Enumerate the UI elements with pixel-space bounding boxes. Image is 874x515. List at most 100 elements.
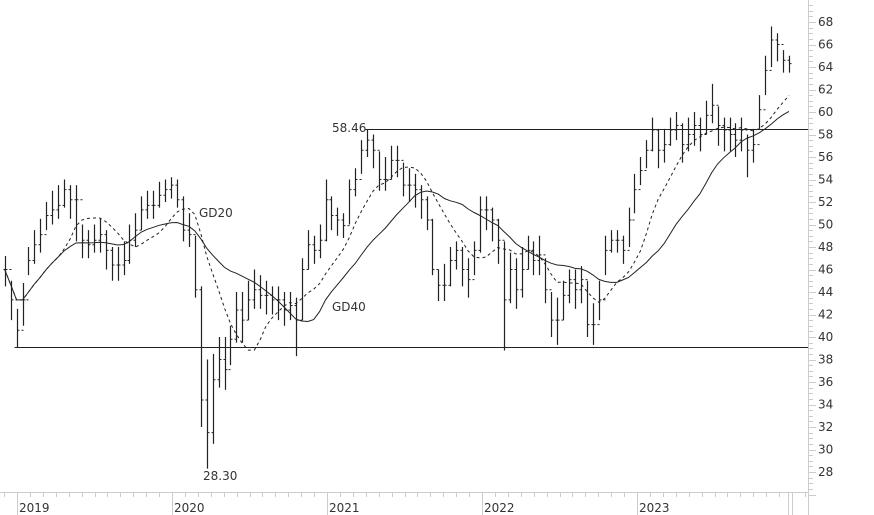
price-bar xyxy=(751,128,756,163)
price-bar xyxy=(318,224,323,259)
y-tick-label: 32 xyxy=(818,420,833,434)
x-tick-label: 2022 xyxy=(484,501,515,515)
price-bar xyxy=(335,207,340,236)
price-bar xyxy=(68,185,73,219)
price-bar xyxy=(514,258,519,309)
price-bar xyxy=(787,55,792,73)
price-bar xyxy=(145,190,150,219)
label-gd20: GD20 xyxy=(199,206,233,220)
price-bar xyxy=(567,269,572,304)
price-bar xyxy=(187,213,192,247)
price-bar xyxy=(74,185,79,242)
y-tick-label: 68 xyxy=(818,15,833,29)
price-bar xyxy=(448,247,453,287)
price-bar xyxy=(175,179,180,208)
price-bar xyxy=(306,230,311,270)
price-bar xyxy=(686,117,691,152)
price-bar xyxy=(609,230,614,253)
price-bar xyxy=(561,280,566,321)
price-bar xyxy=(234,292,239,343)
y-tick-label: 56 xyxy=(818,150,833,164)
y-tick-label: 42 xyxy=(818,308,833,322)
price-bar xyxy=(763,55,768,111)
price-bar xyxy=(371,134,376,169)
price-bar xyxy=(615,230,620,253)
price-bar xyxy=(104,230,109,270)
price-bar xyxy=(674,112,679,141)
price-bar xyxy=(472,241,477,281)
price-bar xyxy=(133,213,138,247)
price-bar xyxy=(288,292,293,321)
x-tick-label: 2020 xyxy=(174,501,205,515)
y-tick-label: 36 xyxy=(818,375,833,389)
price-bar xyxy=(401,159,406,197)
price-bar xyxy=(650,117,655,152)
indicator-lines xyxy=(4,95,808,351)
price-bar xyxy=(341,213,346,238)
price-bar xyxy=(460,247,465,287)
price-bars xyxy=(3,26,792,469)
price-bar xyxy=(531,241,536,276)
price-bar xyxy=(662,128,667,163)
price-bar xyxy=(127,224,132,264)
price-bar xyxy=(526,235,531,270)
price-bar xyxy=(26,247,31,301)
price-bar xyxy=(484,196,489,231)
price-bar xyxy=(591,303,596,345)
x-tick-label: 2023 xyxy=(639,501,670,515)
y-tick-label: 38 xyxy=(818,353,833,367)
price-bar xyxy=(395,145,400,178)
y-tick-label: 50 xyxy=(818,218,833,232)
price-bar xyxy=(739,117,744,152)
price-bar xyxy=(353,168,358,197)
price-bar xyxy=(585,279,590,337)
price-bar xyxy=(419,185,424,219)
price-bar xyxy=(769,26,774,71)
y-tick-label: 62 xyxy=(818,83,833,97)
price-bar xyxy=(436,269,441,301)
price-bar xyxy=(9,269,14,321)
price-bar xyxy=(270,286,275,315)
price-bar xyxy=(520,247,525,298)
price-bar xyxy=(163,179,168,202)
price-bar xyxy=(38,218,43,253)
price-bar xyxy=(56,185,61,219)
gd20-line xyxy=(4,95,790,351)
y-tick-label: 52 xyxy=(818,195,833,209)
y-tick-label: 48 xyxy=(818,240,833,254)
price-bar xyxy=(407,168,412,202)
x-tick-label: 2019 xyxy=(19,501,50,515)
price-bar xyxy=(324,179,329,242)
y-tick-label: 40 xyxy=(818,330,833,344)
price-bar xyxy=(199,286,204,427)
price-bar xyxy=(359,140,364,180)
price-bar xyxy=(454,241,459,270)
price-bar xyxy=(223,337,228,390)
price-bar xyxy=(573,269,578,309)
price-bar xyxy=(169,177,174,199)
price-bar xyxy=(425,196,430,231)
label-58-46: 58.46 xyxy=(332,121,366,135)
price-bar xyxy=(228,325,233,371)
price-bar xyxy=(329,196,334,231)
price-bar xyxy=(181,196,186,242)
price-bar xyxy=(32,230,37,264)
price-bar xyxy=(728,117,733,152)
y-tick-label: 64 xyxy=(818,60,833,74)
price-bar xyxy=(413,173,418,208)
price-bar xyxy=(50,190,55,225)
price-bar xyxy=(603,235,608,301)
price-bar xyxy=(21,283,26,331)
price-bar xyxy=(92,224,97,253)
price-bar xyxy=(442,263,447,301)
price-bar xyxy=(555,297,560,345)
x-tick-label: 2021 xyxy=(329,501,360,515)
price-bar xyxy=(258,275,263,309)
y-tick-label: 44 xyxy=(818,285,833,299)
price-bar xyxy=(627,207,632,251)
price-bar xyxy=(264,280,269,315)
price-bar xyxy=(656,128,661,169)
label-gd40: GD40 xyxy=(332,300,366,314)
price-bar xyxy=(502,239,507,351)
